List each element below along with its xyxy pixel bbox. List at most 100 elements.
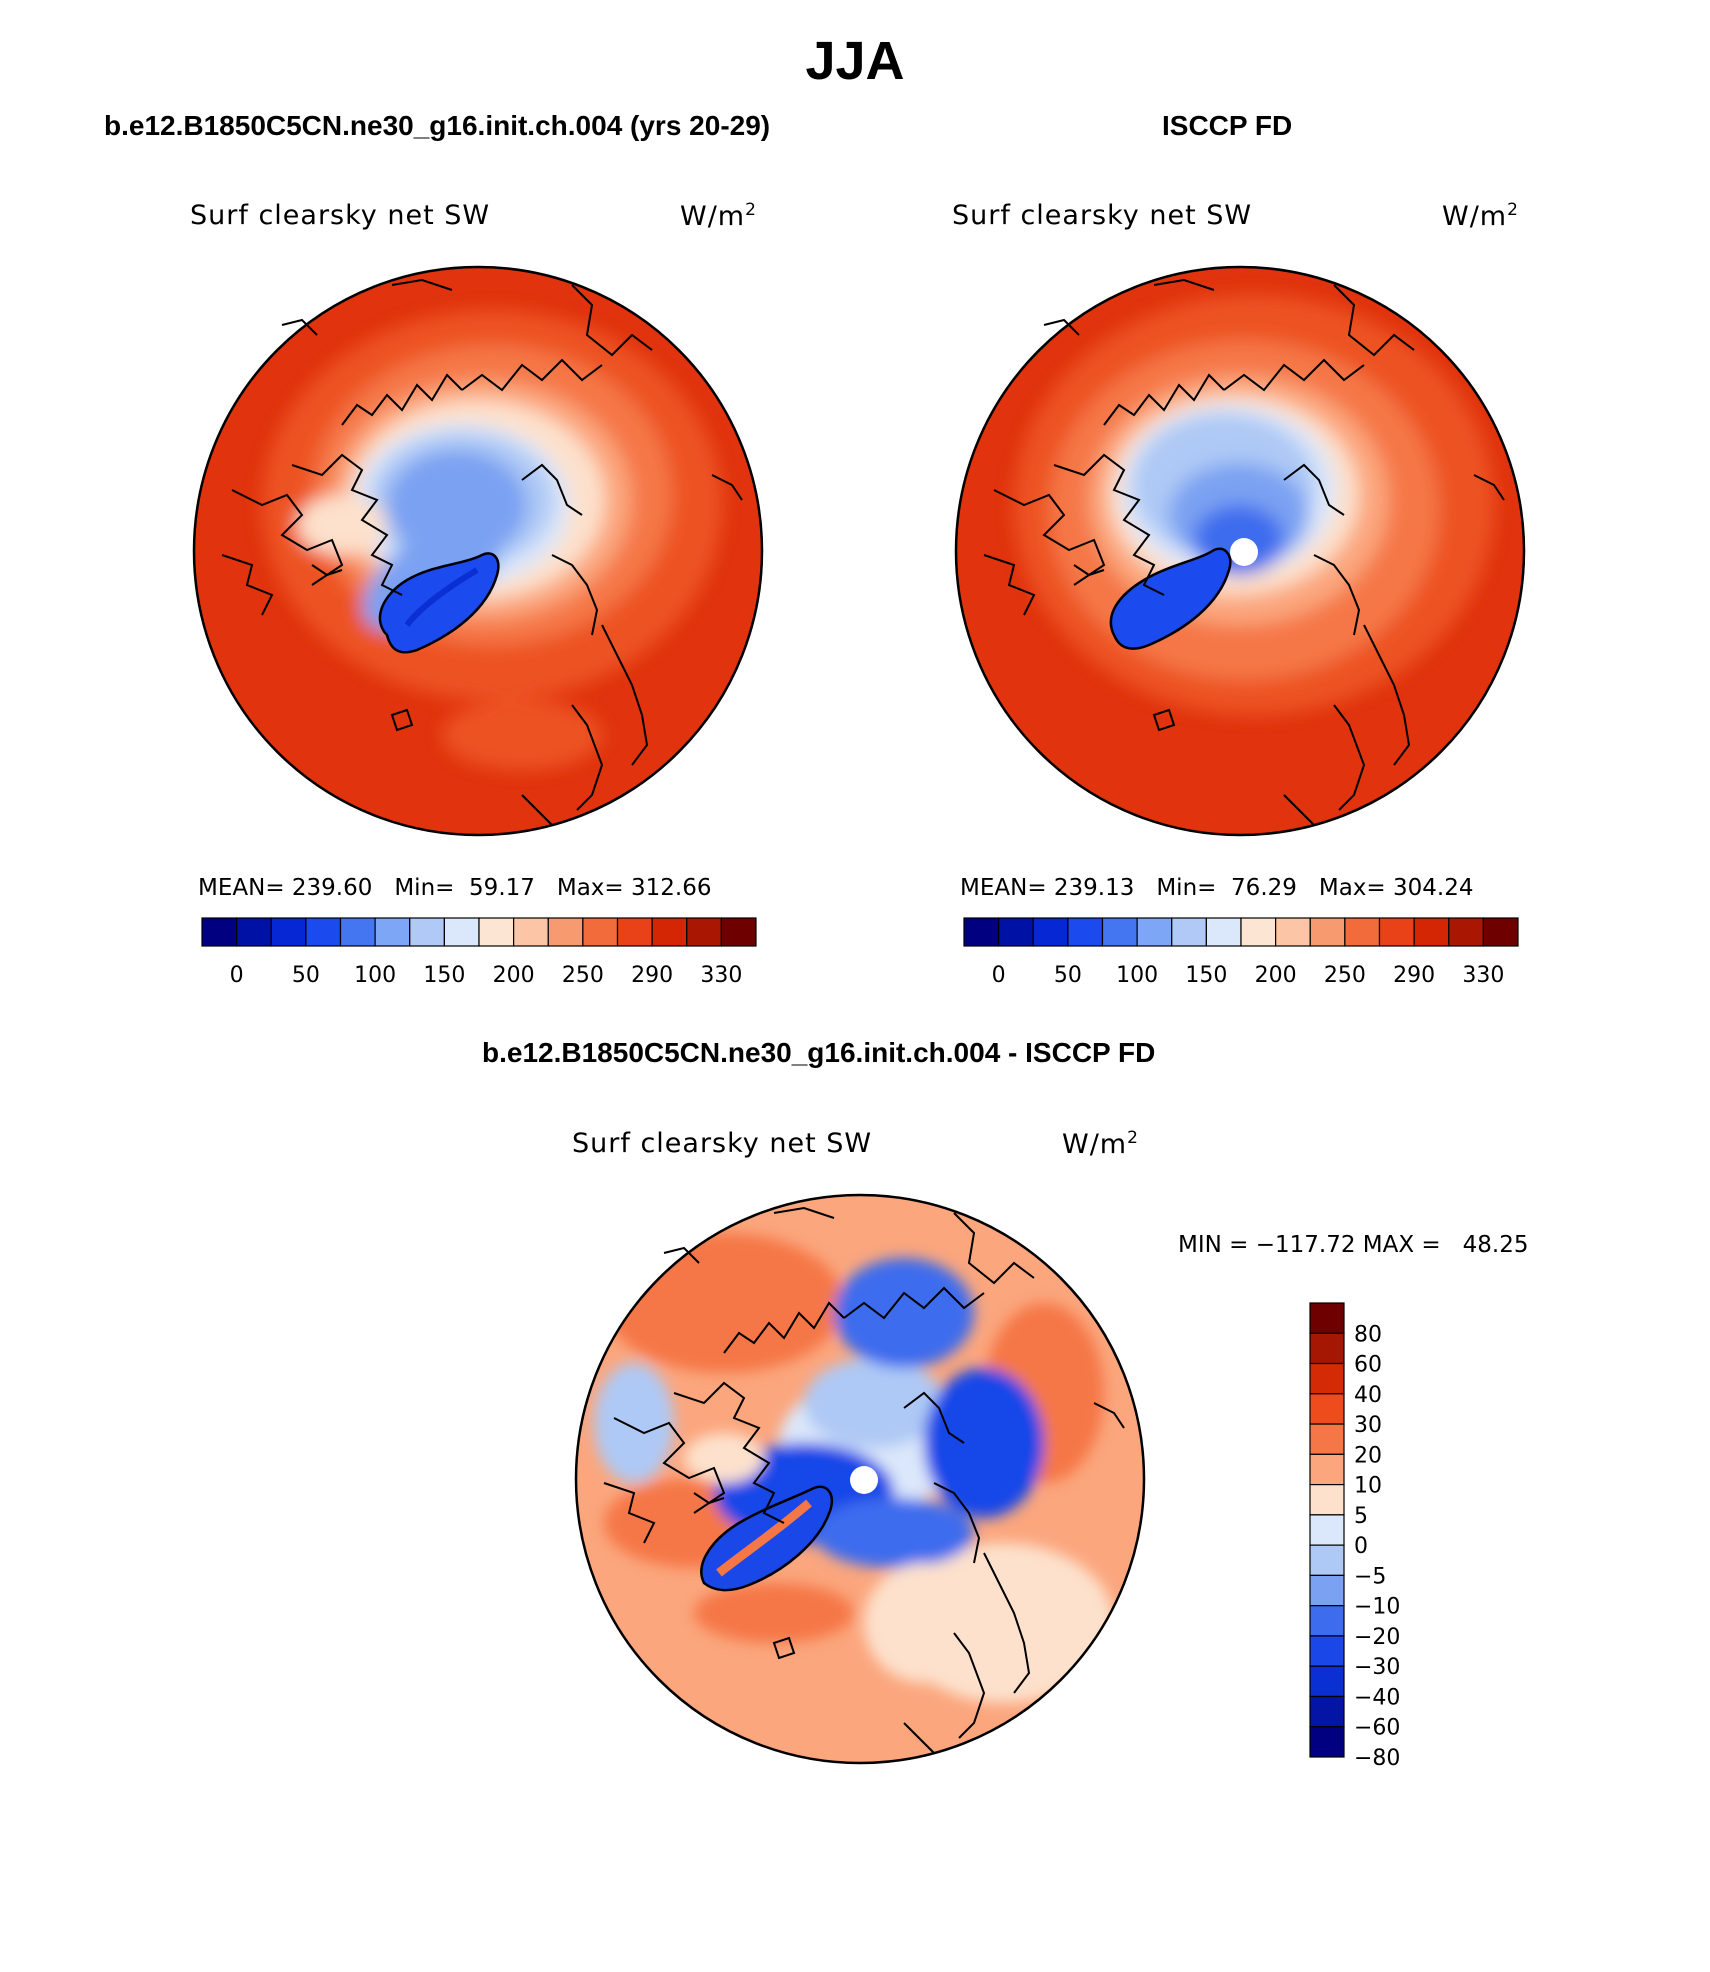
- diff-colorbar-tick-label: −10: [1354, 1595, 1400, 1620]
- model-colorbar-box: [236, 917, 272, 947]
- obs-colorbar-box: [1171, 917, 1207, 947]
- obs-coastlines: [983, 278, 1505, 826]
- obs-colorbar-tick-label: 150: [1185, 963, 1227, 988]
- diff-colorbar-box: [1309, 1544, 1345, 1576]
- diff-map-boundary: [574, 1193, 1146, 1765]
- model-coastlines: [221, 278, 743, 826]
- diff-colorbar-tick-label: −30: [1354, 1655, 1400, 1680]
- model-polar-map: [192, 265, 764, 837]
- model-colorbar-box: [374, 917, 411, 947]
- model-panel-header: b.e12.B1850C5CN.ne30_g16.init.ch.004 (yr…: [104, 110, 771, 141]
- model-units-label: W/m2: [680, 200, 757, 232]
- model-colorbar-tick-label: 200: [493, 963, 535, 988]
- model-colorbar-box: [651, 917, 688, 947]
- model-colorbar-tick-label: 330: [700, 963, 742, 988]
- model-variable-label: Surf clearsky net SW: [190, 200, 491, 231]
- obs-colorbar-box: [1240, 917, 1277, 947]
- diff-colorbar-box: [1309, 1514, 1345, 1546]
- diff-colorbar-tick-label: 20: [1354, 1443, 1382, 1468]
- obs-colorbar-box: [1309, 917, 1346, 947]
- obs-colorbar-box: [1032, 917, 1069, 947]
- obs-colorbar-box: [1413, 917, 1450, 947]
- diff-panel-header: b.e12.B1850C5CN.ne30_g16.init.ch.004 - I…: [482, 1037, 1156, 1068]
- model-colorbar-tick-label: 290: [631, 963, 673, 988]
- model-colorbar-box: [582, 917, 619, 947]
- diff-colorbar-box: [1309, 1453, 1345, 1486]
- obs-map-boundary: [954, 265, 1526, 837]
- diff-colorbar-tick-label: 30: [1354, 1413, 1382, 1438]
- obs-colorbar: 0 50 100 150 200 250 290 330: [963, 917, 1519, 988]
- diff-minmax: MIN = −117.72 MAX = 48.25: [1178, 1232, 1529, 1258]
- model-colorbar-box: [443, 917, 480, 947]
- obs-colorbar-tick-label: 200: [1255, 963, 1297, 988]
- obs-colorbar-box: [1205, 917, 1242, 947]
- model-colorbar-tick-label: 50: [292, 963, 320, 988]
- diff-colorbar-box: [1309, 1574, 1345, 1607]
- figure-title: JJA: [805, 31, 905, 91]
- obs-colorbar-box: [1448, 917, 1484, 947]
- model-colorbar-box: [616, 917, 653, 947]
- diff-colorbar-tick-label: 60: [1354, 1353, 1382, 1378]
- diff-variable-label: Surf clearsky net SW: [572, 1128, 873, 1159]
- obs-units-label: W/m2: [1442, 200, 1519, 232]
- diff-field: [576, 1195, 1144, 1763]
- obs-colorbar-box: [998, 917, 1034, 947]
- diff-colorbar-box: [1309, 1302, 1345, 1334]
- diff-colorbar-box: [1309, 1484, 1345, 1516]
- obs-colorbar-tick-label: 100: [1116, 963, 1158, 988]
- model-colorbar: 0 50 100 150 200 250 290 330: [201, 917, 757, 988]
- obs-colorbar-tick-label: 50: [1054, 963, 1082, 988]
- diff-colorbar-box: [1309, 1423, 1345, 1455]
- diff-colorbar-tick-label: 10: [1354, 1474, 1382, 1499]
- diff-colorbar-tick-label: 0: [1354, 1534, 1368, 1559]
- model-colorbar-box: [513, 917, 549, 947]
- obs-panel-header: ISCCP FD: [1162, 110, 1293, 141]
- model-colorbar-tick-label: 250: [562, 963, 604, 988]
- obs-colorbar-box: [1101, 917, 1138, 947]
- diff-colorbar-box: [1309, 1635, 1345, 1667]
- obs-variable-label: Surf clearsky net SW: [952, 200, 1253, 231]
- diff-pole-mask: [850, 1466, 878, 1494]
- diff-colorbar-tick-label: −20: [1354, 1625, 1400, 1650]
- diff-colorbar-tick-label: −60: [1354, 1716, 1400, 1741]
- model-colorbar-box: [720, 917, 757, 947]
- obs-field: [956, 267, 1524, 835]
- diff-colorbar-tick-label: 80: [1354, 1322, 1382, 1347]
- obs-colorbar-tick-label: 0: [992, 963, 1006, 988]
- obs-colorbar-box: [1136, 917, 1173, 947]
- model-colorbar-box: [270, 917, 307, 947]
- model-colorbar-tick-label: 100: [354, 963, 396, 988]
- obs-colorbar-tick-label: 290: [1393, 963, 1435, 988]
- model-colorbar-box: [478, 917, 515, 947]
- diff-colorbar-box: [1309, 1726, 1345, 1758]
- diff-polar-map: [574, 1193, 1146, 1765]
- model-colorbar-box: [201, 917, 238, 947]
- diff-colorbar-tick-label: −5: [1354, 1564, 1386, 1589]
- model-colorbar-box: [339, 917, 376, 947]
- model-colorbar-box: [547, 917, 584, 947]
- diff-colorbar-box: [1309, 1362, 1345, 1395]
- obs-stats: MEAN= 239.13 Min= 76.29 Max= 304.24: [960, 875, 1474, 901]
- diff-coastlines: [603, 1206, 1125, 1754]
- diff-colorbar-box: [1309, 1393, 1345, 1425]
- obs-colorbar-box: [1344, 917, 1381, 947]
- obs-pole-mask: [1230, 538, 1258, 566]
- model-colorbar-tick-label: 0: [230, 963, 244, 988]
- model-map-boundary: [192, 265, 764, 837]
- model-colorbar-tick-label: 150: [423, 963, 465, 988]
- model-field: [194, 267, 762, 835]
- obs-colorbar-box: [963, 917, 1000, 947]
- diff-colorbar-tick-label: 5: [1354, 1504, 1368, 1529]
- diff-colorbar-tick-label: −80: [1354, 1746, 1400, 1771]
- obs-colorbar-tick-label: 250: [1324, 963, 1366, 988]
- diff-colorbar-tick-label: −40: [1354, 1685, 1400, 1710]
- diff-colorbar-tick-label: 40: [1354, 1383, 1382, 1408]
- model-colorbar-box: [305, 917, 342, 947]
- diff-colorbar-box: [1309, 1332, 1345, 1365]
- model-stats: MEAN= 239.60 Min= 59.17 Max= 312.66: [198, 875, 712, 901]
- diff-colorbar-box: [1309, 1605, 1345, 1637]
- diff-colorbar-box: [1309, 1695, 1345, 1728]
- obs-colorbar-box: [1275, 917, 1311, 947]
- diff-units-label: W/m2: [1062, 1128, 1139, 1160]
- obs-polar-map: [954, 265, 1526, 837]
